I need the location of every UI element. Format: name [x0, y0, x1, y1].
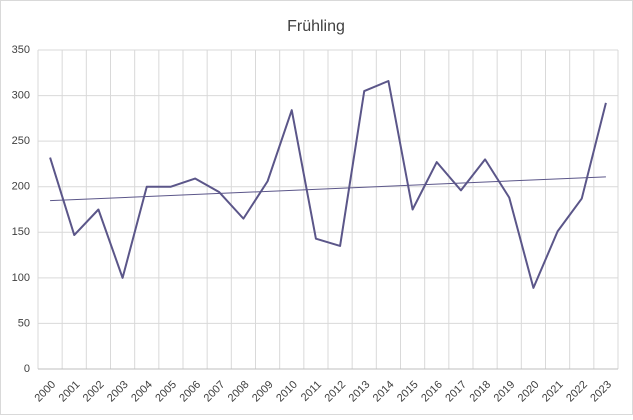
trendline — [50, 176, 606, 202]
y-tick-label: 150 — [12, 226, 30, 238]
y-tick-label: 100 — [12, 272, 30, 284]
y-tick-label: 50 — [18, 317, 30, 329]
y-tick-label: 250 — [12, 135, 30, 147]
data-line — [49, 79, 607, 289]
chart-title: Frühling — [287, 18, 345, 35]
y-tick-label: 350 — [12, 44, 30, 56]
y-tick-label: 0 — [24, 363, 30, 375]
y-tick-label: 300 — [12, 89, 30, 101]
y-tick-label: 200 — [12, 181, 30, 193]
